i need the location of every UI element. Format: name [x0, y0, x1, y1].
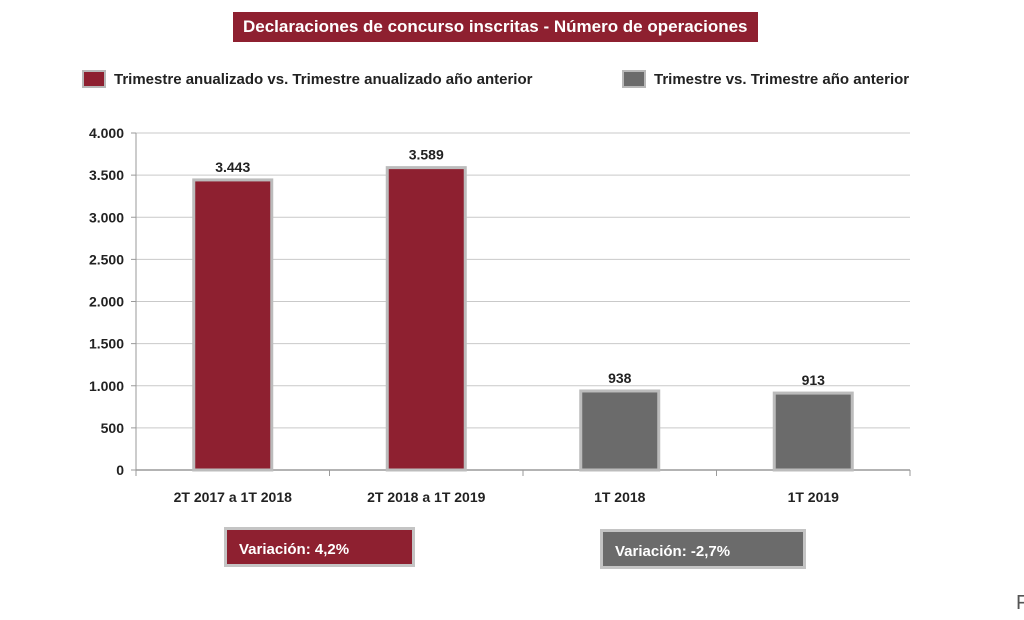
legend-swatch-quarter [622, 70, 646, 88]
x-tick-label: 1T 2019 [788, 489, 840, 505]
legend-label-quarter: Trimestre vs. Trimestre año anterior [654, 70, 910, 88]
edge-glyph: F [1016, 592, 1024, 614]
x-tick-label: 2T 2018 a 1T 2019 [367, 489, 486, 505]
y-tick-label: 2.000 [89, 294, 124, 310]
y-tick-label: 4.000 [89, 125, 124, 141]
x-tick-label: 2T 2017 a 1T 2018 [174, 489, 293, 505]
y-tick-label: 500 [101, 420, 125, 436]
bar [192, 178, 274, 472]
y-tick-label: 1.500 [89, 336, 124, 352]
chart-title: Declaraciones de concurso inscritas - Nú… [233, 12, 758, 42]
bar [579, 389, 661, 472]
y-tick-label: 1.000 [89, 378, 124, 394]
data-label: 913 [802, 372, 826, 388]
data-label: 3.443 [215, 159, 250, 175]
variation-box-annual: Variación: 4,2% [224, 527, 415, 567]
y-tick-label: 3.500 [89, 167, 124, 183]
data-label: 938 [608, 370, 632, 386]
y-tick-label: 2.500 [89, 251, 124, 267]
bar [385, 166, 467, 472]
bar [772, 391, 854, 472]
variation-box-quarter: Variación: -2,7% [600, 529, 806, 569]
data-label: 3.589 [409, 147, 444, 163]
legend-item-annual: Trimestre anualizado vs. Trimestre anual… [82, 68, 532, 90]
legend-label-annual: Trimestre anualizado vs. Trimestre anual… [114, 70, 533, 88]
y-tick-label: 3.000 [89, 209, 124, 225]
legend-swatch-annual [82, 70, 106, 88]
legend-item-quarter: Trimestre vs. Trimestre año anterior [622, 68, 909, 90]
x-tick-label: 1T 2018 [594, 489, 646, 505]
y-tick-label: 0 [116, 462, 124, 478]
